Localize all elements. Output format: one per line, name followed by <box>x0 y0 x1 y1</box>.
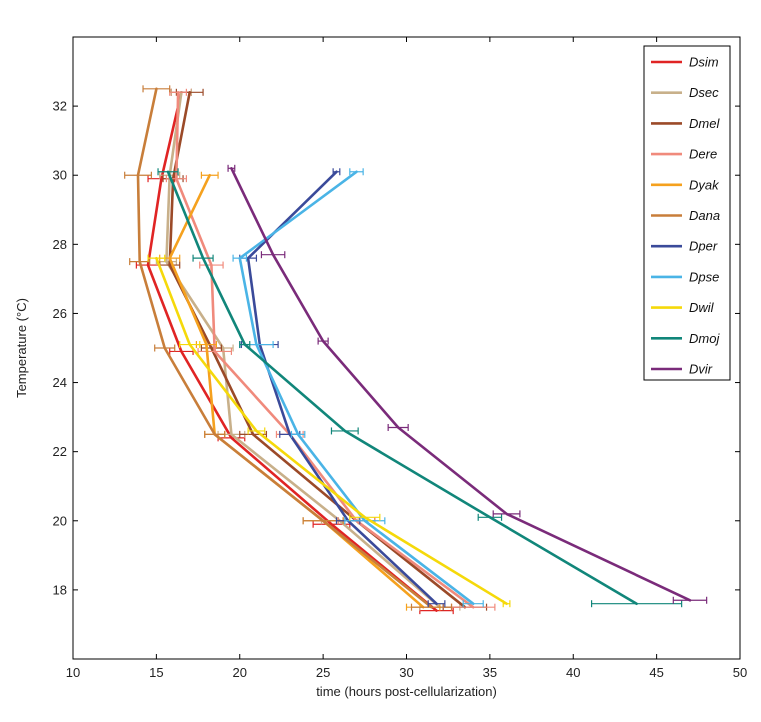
series-line-dper <box>246 170 438 606</box>
x-tick-label: 40 <box>566 665 580 680</box>
legend-label: Dmel <box>689 116 720 131</box>
legend-item-dper: Dper <box>651 239 718 254</box>
x-tick-label: 50 <box>733 665 747 680</box>
x-tick-label: 25 <box>316 665 330 680</box>
legend-item-dmoj: Dmoj <box>651 331 720 346</box>
series-line-dvir <box>230 167 692 602</box>
series-dwil <box>147 254 511 608</box>
x-tick-label: 30 <box>399 665 413 680</box>
legend-label: Dyak <box>689 177 720 192</box>
series-line-dana <box>136 87 433 609</box>
series-dmoj <box>157 168 683 608</box>
y-tick-label: 22 <box>53 444 67 459</box>
plot-frame <box>72 36 741 660</box>
y-axis-title: Temperature (°C) <box>14 298 29 398</box>
legend-label: Dmoj <box>689 331 720 346</box>
x-tick-label: 45 <box>649 665 663 680</box>
y-tick-label: 28 <box>53 237 67 252</box>
legend-label: Dwil <box>689 300 715 315</box>
legend-label: Dere <box>689 147 717 162</box>
tick-layer: 10 15 20 25 30 35 40 45 50 18 20 22 24 26 28 30 32 <box>53 37 747 680</box>
y-tick-label: 18 <box>53 582 67 597</box>
y-tick-label: 30 <box>53 168 67 183</box>
series-dvir <box>227 164 708 604</box>
legend-item-dvir: Dvir <box>651 362 713 377</box>
series-line-dmoj <box>166 170 638 606</box>
legend-label: Dana <box>689 208 720 223</box>
legend-item-dpse: Dpse <box>651 269 719 284</box>
series-line-dsim <box>146 91 438 612</box>
legend-item-dana: Dana <box>651 208 720 223</box>
series-dana <box>124 85 453 611</box>
legend-item-dsim: Dsim <box>651 55 719 70</box>
legend-item-dwil: Dwil <box>651 300 715 315</box>
legend-item-dmel: Dmel <box>651 116 720 131</box>
x-tick-label: 10 <box>66 665 80 680</box>
legend-item-dere: Dere <box>651 147 717 162</box>
x-axis-title: time (hours post-cellularization) <box>316 684 497 699</box>
y-tick-label: 20 <box>53 513 67 528</box>
legend-label: Dper <box>689 239 718 254</box>
legend-label: Dpse <box>689 269 719 284</box>
legend-label: Dsim <box>689 55 719 70</box>
legend-label: Dsec <box>689 85 719 100</box>
legend-item-dyak: Dyak <box>651 177 720 192</box>
legend-box <box>643 45 731 381</box>
x-tick-label: 20 <box>233 665 247 680</box>
series-line-dwil <box>155 256 508 606</box>
series-line-dpse <box>238 170 475 606</box>
y-tick-label: 24 <box>53 375 67 390</box>
y-tick-label: 26 <box>53 306 67 321</box>
legend-label: Dvir <box>689 362 713 377</box>
legend: Dsim Dsec Dmel Dere Dyak Dana Dper Dpse Dwil Dmoj… <box>643 45 731 381</box>
x-tick-label: 35 <box>483 665 497 680</box>
y-tick-label: 32 <box>53 99 67 114</box>
legend-item-dsec: Dsec <box>651 85 719 100</box>
x-tick-label: 15 <box>149 665 163 680</box>
series-layer <box>124 85 708 615</box>
